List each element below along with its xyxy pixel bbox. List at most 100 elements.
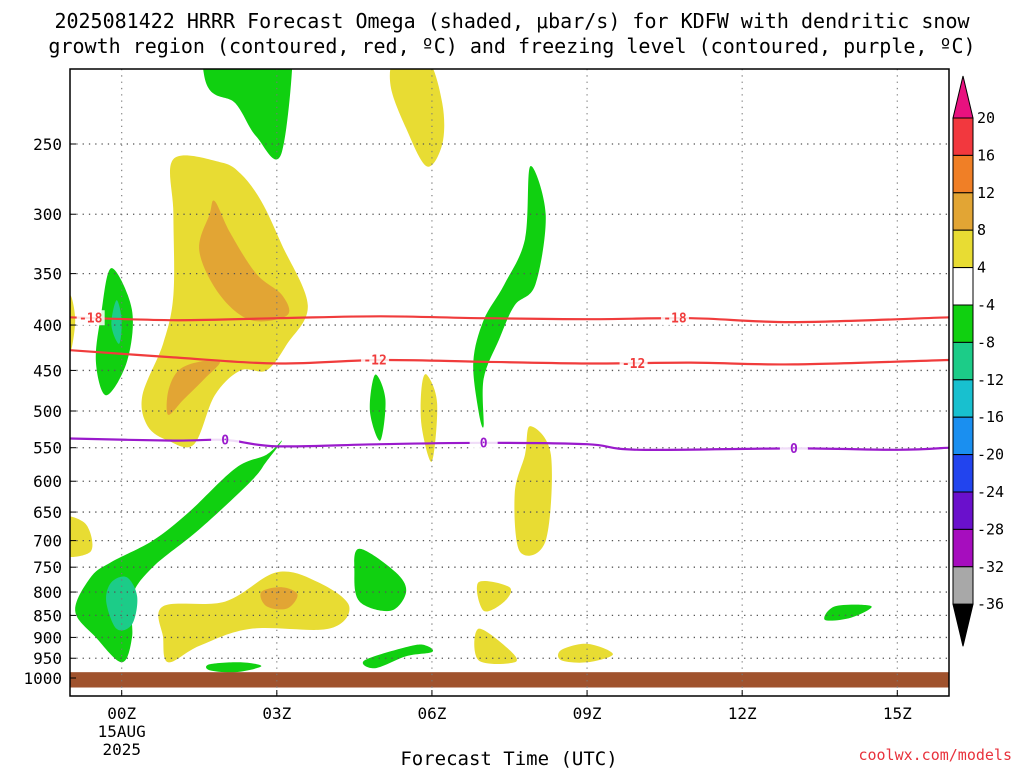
- colorbar-tick-label: -20: [977, 446, 1004, 464]
- x-tick-date: 15AUG: [98, 722, 146, 741]
- isotherm-label-bg: [779, 440, 808, 456]
- ground-surface: [70, 672, 949, 688]
- omega-region-23: [206, 662, 262, 673]
- y-tick-label-900: 900: [33, 628, 62, 647]
- omega-region-13: [203, 69, 293, 160]
- isotherm-label-bg: [211, 431, 240, 447]
- isotherm-contours: -18 -18 -12 -12 0 0 0: [70, 310, 949, 457]
- colorbar-bin-5: [952, 267, 974, 306]
- omega-region-6: [514, 426, 552, 556]
- colorbar-tick-label: -8: [977, 333, 995, 351]
- colorbar-bin-12: [952, 528, 974, 568]
- isotherm-0: [70, 437, 949, 452]
- isotherm-label-bg: [76, 310, 105, 326]
- omega-region-16: [473, 166, 546, 428]
- isotherm-label: 0: [480, 436, 488, 451]
- colorbar-tick-label: -36: [977, 595, 1004, 613]
- y-tick-label-300: 300: [33, 205, 62, 224]
- y-tick-label-1000: 1000: [23, 669, 62, 688]
- isotherm-label: -18: [663, 312, 687, 327]
- omega-region-11: [474, 628, 517, 665]
- colorbar-tick-label: 12: [977, 184, 995, 202]
- omega-region-22: [824, 604, 872, 621]
- colorbar-bin-4: [952, 229, 974, 269]
- isotherm-label: 0: [221, 433, 229, 448]
- colorbar-bin-bottom: [952, 603, 974, 647]
- y-tick-label-750: 750: [33, 558, 62, 577]
- colorbar-tick-label: 20: [977, 109, 995, 127]
- x-tick-year: 2025: [102, 740, 141, 759]
- colorbar-bin-10: [952, 454, 974, 493]
- x-axis-label: Forecast Time (UTC): [400, 748, 617, 768]
- omega-region-12: [557, 643, 613, 663]
- omega-region-9: [260, 587, 298, 610]
- y-tick-label-350: 350: [33, 265, 62, 284]
- y-tick-label-800: 800: [33, 583, 62, 602]
- x-tick-label-03Z: 03Z: [262, 704, 291, 723]
- omega-region-10: [476, 580, 512, 612]
- omega-region-8: [158, 571, 350, 663]
- isotherm-label-bg: [619, 355, 648, 371]
- colorbar-tick-label: 4: [977, 259, 986, 277]
- isotherm-label: -12: [363, 354, 386, 369]
- isotherm-label-bg: [469, 434, 498, 450]
- isotherm-label: -18: [79, 312, 103, 327]
- omega-region-21: [362, 644, 434, 669]
- x-tick-label-00Z: 00Z: [107, 704, 136, 723]
- omega-region-1: [199, 200, 290, 322]
- y-tick-label-950: 950: [33, 649, 62, 668]
- colorbar-tick-label: 16: [977, 146, 995, 164]
- y-tick-label-250: 250: [33, 135, 62, 154]
- isotherm--18: [70, 315, 949, 324]
- colorbar-tick-label: -4: [977, 296, 995, 314]
- y-tick-label-650: 650: [33, 503, 62, 522]
- colorbar-bin-7: [952, 341, 974, 381]
- credit-text: coolwx.com/models: [858, 746, 1012, 764]
- y-tick-label-700: 700: [33, 532, 62, 551]
- colorbar-tick-label: 8: [977, 221, 986, 239]
- y-tick-label-450: 450: [33, 361, 62, 380]
- omega-region-7: [70, 516, 93, 558]
- omega-region-2: [166, 360, 220, 415]
- colorbar-tick-label: -28: [977, 520, 1004, 538]
- colorbar-bin-9: [952, 416, 974, 456]
- colorbar-tick-label: -32: [977, 558, 1004, 576]
- colorbar-bin-6: [952, 304, 974, 343]
- colorbar-tick-label: -24: [977, 483, 1004, 501]
- omega-region-3: [389, 69, 445, 167]
- y-tick-label-600: 600: [33, 472, 62, 491]
- x-tick-label-15Z: 15Z: [883, 704, 912, 723]
- x-tick-label-12Z: 12Z: [728, 704, 757, 723]
- plot-frame: [69, 68, 950, 697]
- isotherm--12: [70, 349, 949, 366]
- colorbar-bin-1: [952, 117, 974, 156]
- omega-region-19: [106, 576, 138, 631]
- x-tick-label-06Z: 06Z: [417, 704, 446, 723]
- colorbar-bin-top: [952, 75, 974, 119]
- colorbar-bin-3: [952, 192, 974, 231]
- omega-region-20: [354, 548, 407, 612]
- colorbar-bin-13: [952, 566, 974, 605]
- omega-region-15: [111, 300, 122, 344]
- omega-region-17: [369, 374, 386, 441]
- chart-title-line1: 2025081422 HRRR Forecast Omega (shaded, …: [54, 9, 970, 33]
- plot-area: [70, 69, 949, 688]
- chart-title-line2: growth region (contoured, red, ºC) and f…: [48, 34, 975, 58]
- isotherm-label: -12: [622, 357, 645, 372]
- y-axis-ticks: 250 300 350 400 450 500 550 600 650 700 750 800 850 9…: [23, 135, 76, 688]
- omega-region-5: [420, 374, 438, 462]
- isotherm-label: 0: [790, 442, 798, 457]
- y-tick-label-500: 500: [33, 402, 62, 421]
- isotherm-label-bg: [660, 310, 689, 326]
- colorbar-tick-label: -12: [977, 371, 1004, 389]
- colorbar-bin-2: [952, 154, 974, 194]
- colorbar-tick-label: -16: [977, 408, 1004, 426]
- isotherm-label-bg: [361, 352, 390, 368]
- y-tick-label-850: 850: [33, 606, 62, 625]
- colorbar: 20 16 12 8 4 -4 -8 -12 -16 -20 -24 -28 -32 -36: [952, 75, 1004, 647]
- y-tick-label-400: 400: [33, 316, 62, 335]
- colorbar-bin-11: [952, 491, 974, 530]
- omega-region-4: [70, 294, 76, 353]
